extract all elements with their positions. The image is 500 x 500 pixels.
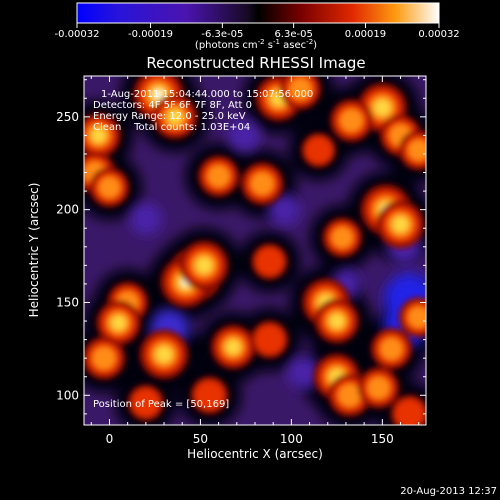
annotation-peak-position: Position of Peak = [50,169] xyxy=(93,399,229,410)
colorbar-gradient xyxy=(76,2,440,24)
heatmap-negative-region xyxy=(268,193,301,226)
colorbar-tick-label: 0.00032 xyxy=(418,29,459,40)
heatmap xyxy=(84,76,426,425)
heatmap-blob xyxy=(329,98,374,143)
colorbar-tick-label: 0.00019 xyxy=(345,29,386,40)
colorbar-tick-label: -0.00019 xyxy=(128,29,173,40)
heatmap-blob xyxy=(89,167,130,208)
heatmap-blob xyxy=(357,366,400,409)
y-axis-label: Heliocentric Y (arcsec) xyxy=(27,183,41,318)
colorbar-unit-label: (photons cm-2 s-1 asec-2) xyxy=(195,38,317,51)
heatmap-blob xyxy=(84,112,122,158)
heatmap-blob xyxy=(314,298,360,344)
colorbar: -0.00032 -0.00019 -6.3e-05 6.3e-05 0.00019 0.… xyxy=(55,2,460,51)
x-tick-label: 0 xyxy=(106,432,114,446)
heatmap-blob xyxy=(179,240,229,291)
colorbar-tick-label: -0.00032 xyxy=(55,29,100,40)
heatmap-blob xyxy=(250,320,289,359)
heatmap-positive-layer xyxy=(84,76,426,425)
heatmap-blob xyxy=(210,324,256,370)
heatmap-blob xyxy=(390,394,426,425)
x-tick-label: 150 xyxy=(371,432,394,446)
heatmap-blob xyxy=(96,300,142,346)
heatmap-blob xyxy=(190,375,229,415)
y-tick-label: 200 xyxy=(56,203,79,217)
heatmap-blob xyxy=(279,76,322,110)
heatmap-blob xyxy=(322,217,363,258)
y-tick-label: 250 xyxy=(56,110,79,124)
heatmap-blob xyxy=(197,155,240,198)
annotation-block: 1-Aug-2011 15:04:44.000 to 15:07:56.000 … xyxy=(93,89,313,410)
heatmap-blob xyxy=(398,130,426,171)
annotation-time-range: 1-Aug-2011 15:04:44.000 to 15:07:56.000 xyxy=(101,89,313,100)
heatmap-blob xyxy=(300,132,337,168)
x-tick-label: 50 xyxy=(193,432,208,446)
heatmap-blob xyxy=(127,384,165,422)
heatmap-blob xyxy=(152,94,198,140)
annotation-energy-range: Energy Range: 12.0 - 25.0 keV xyxy=(93,111,246,122)
heatmap-blob xyxy=(376,200,425,249)
x-axis: 0 50 100 150 xyxy=(90,76,420,446)
heatmap-blob xyxy=(398,297,426,338)
heatmap-negative-region xyxy=(129,202,162,235)
y-tick-label: 150 xyxy=(56,295,79,309)
heatmap-negative-region xyxy=(287,356,321,390)
heatmap-blob xyxy=(84,336,126,380)
annotation-detectors: Detectors: 4F 5F 6F 7F 8F, Att 0 xyxy=(93,100,252,111)
heatmap-blob xyxy=(370,327,413,370)
y-axis: 100 150 200 250 xyxy=(56,79,426,415)
colorbar-ticks: -0.00032 -0.00019 -6.3e-05 6.3e-05 0.00019 0.… xyxy=(55,23,460,40)
heatmap-blob xyxy=(251,243,289,281)
x-axis-label: Heliocentric X (arcsec) xyxy=(187,447,323,461)
heatmap-blob xyxy=(240,161,284,206)
plot-title: Reconstructed RHESSI Image xyxy=(146,54,365,72)
heatmap-negative-region xyxy=(228,119,261,152)
colorbar-tick-label: -6.3e-05 xyxy=(201,29,243,40)
annotation-clean-counts: Clean Total counts: 1.03E+04 xyxy=(93,122,250,133)
x-tick-label: 100 xyxy=(280,432,303,446)
y-tick-label: 100 xyxy=(56,388,79,402)
footer-date: 20-Aug-2013 12:37 xyxy=(400,486,497,497)
colorbar-tick-label: 6.3e-05 xyxy=(274,29,312,40)
heatmap-blob xyxy=(139,329,189,380)
